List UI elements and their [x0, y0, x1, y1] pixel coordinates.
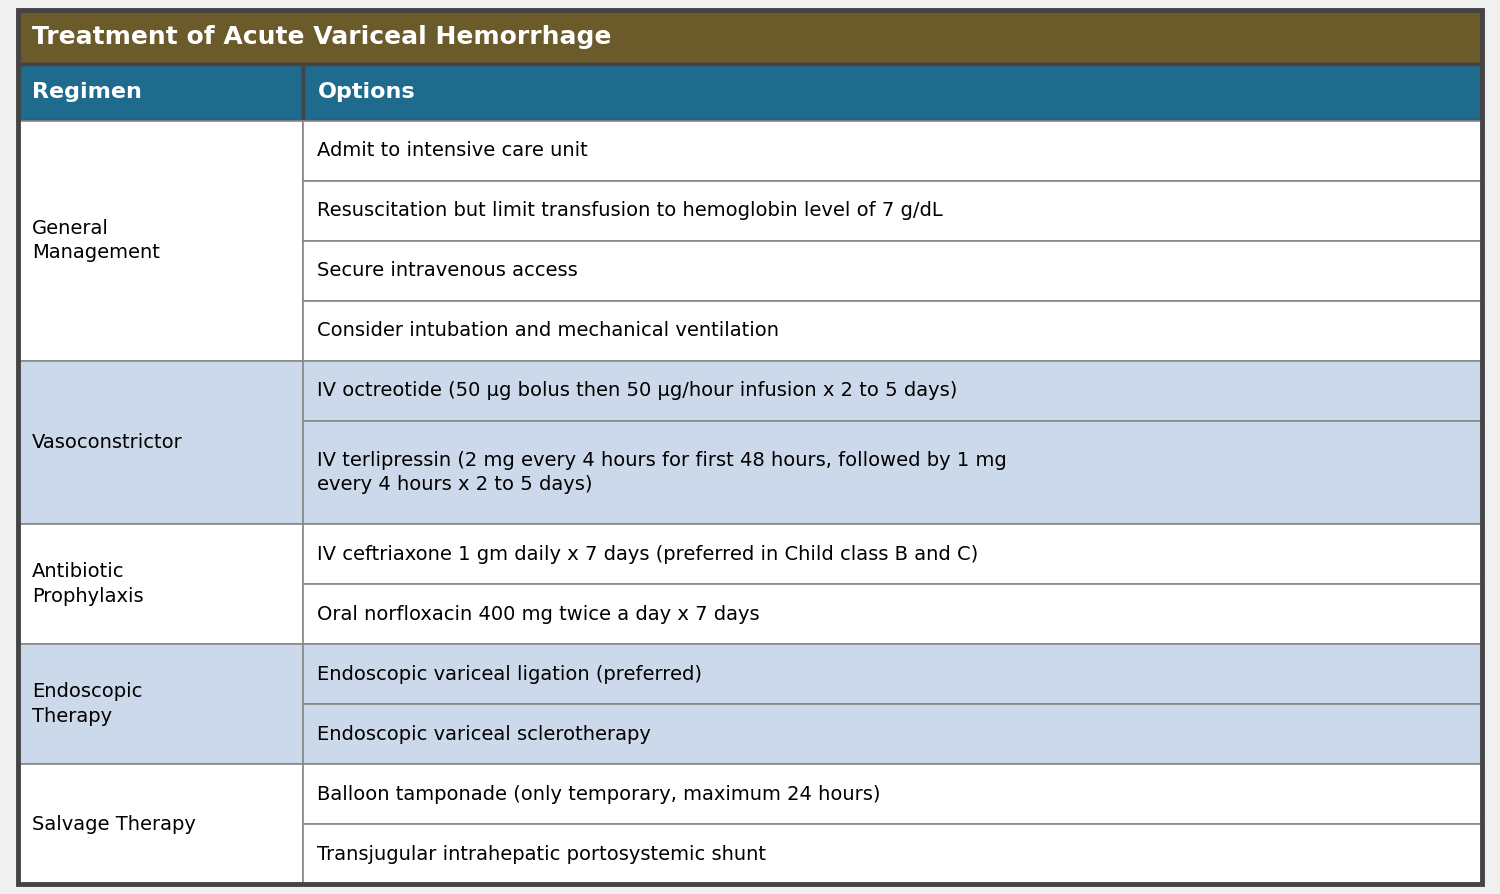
- Text: Balloon tamponade (only temporary, maximum 24 hours): Balloon tamponade (only temporary, maxim…: [318, 785, 880, 804]
- Bar: [18, 121, 303, 360]
- Bar: [303, 181, 1482, 240]
- Text: Oral norfloxacin 400 mg twice a day x 7 days: Oral norfloxacin 400 mg twice a day x 7 …: [318, 604, 760, 623]
- Text: Endoscopic variceal sclerotherapy: Endoscopic variceal sclerotherapy: [318, 724, 651, 744]
- Bar: [303, 824, 1482, 884]
- Text: Consider intubation and mechanical ventilation: Consider intubation and mechanical venti…: [318, 321, 780, 340]
- Bar: [303, 121, 1482, 181]
- Bar: [303, 704, 1482, 764]
- Text: Vasoconstrictor: Vasoconstrictor: [32, 433, 183, 451]
- Text: IV octreotide (50 μg bolus then 50 μg/hour infusion x 2 to 5 days): IV octreotide (50 μg bolus then 50 μg/ho…: [318, 381, 959, 401]
- Text: Antibiotic
Prophylaxis: Antibiotic Prophylaxis: [32, 562, 144, 605]
- Bar: [18, 644, 303, 764]
- Text: Admit to intensive care unit: Admit to intensive care unit: [318, 141, 588, 160]
- Text: Transjugular intrahepatic portosystemic shunt: Transjugular intrahepatic portosystemic …: [318, 845, 766, 864]
- Bar: [18, 10, 1482, 63]
- Bar: [18, 360, 303, 524]
- Text: General
Management: General Management: [32, 219, 160, 262]
- Text: Options: Options: [318, 82, 416, 102]
- Text: IV ceftriaxone 1 gm daily x 7 days (preferred in Child class B and C): IV ceftriaxone 1 gm daily x 7 days (pref…: [318, 544, 978, 563]
- Bar: [18, 764, 303, 884]
- Text: Regimen: Regimen: [32, 82, 142, 102]
- Bar: [303, 584, 1482, 644]
- Text: Secure intravenous access: Secure intravenous access: [318, 261, 578, 280]
- Text: Treatment of Acute Variceal Hemorrhage: Treatment of Acute Variceal Hemorrhage: [32, 25, 612, 49]
- Text: IV terlipressin (2 mg every 4 hours for first 48 hours, followed by 1 mg
every 4: IV terlipressin (2 mg every 4 hours for …: [318, 451, 1007, 494]
- Bar: [303, 764, 1482, 824]
- Text: Resuscitation but limit transfusion to hemoglobin level of 7 g/dL: Resuscitation but limit transfusion to h…: [318, 201, 944, 220]
- Bar: [18, 524, 303, 644]
- Text: Endoscopic
Therapy: Endoscopic Therapy: [32, 682, 142, 726]
- Bar: [303, 524, 1482, 584]
- Bar: [303, 240, 1482, 300]
- Text: Salvage Therapy: Salvage Therapy: [32, 814, 196, 833]
- Bar: [303, 63, 1482, 121]
- Bar: [303, 644, 1482, 704]
- Text: Endoscopic variceal ligation (preferred): Endoscopic variceal ligation (preferred): [318, 664, 702, 684]
- Bar: [18, 63, 303, 121]
- Bar: [303, 300, 1482, 360]
- Bar: [303, 420, 1482, 524]
- Bar: [303, 360, 1482, 420]
